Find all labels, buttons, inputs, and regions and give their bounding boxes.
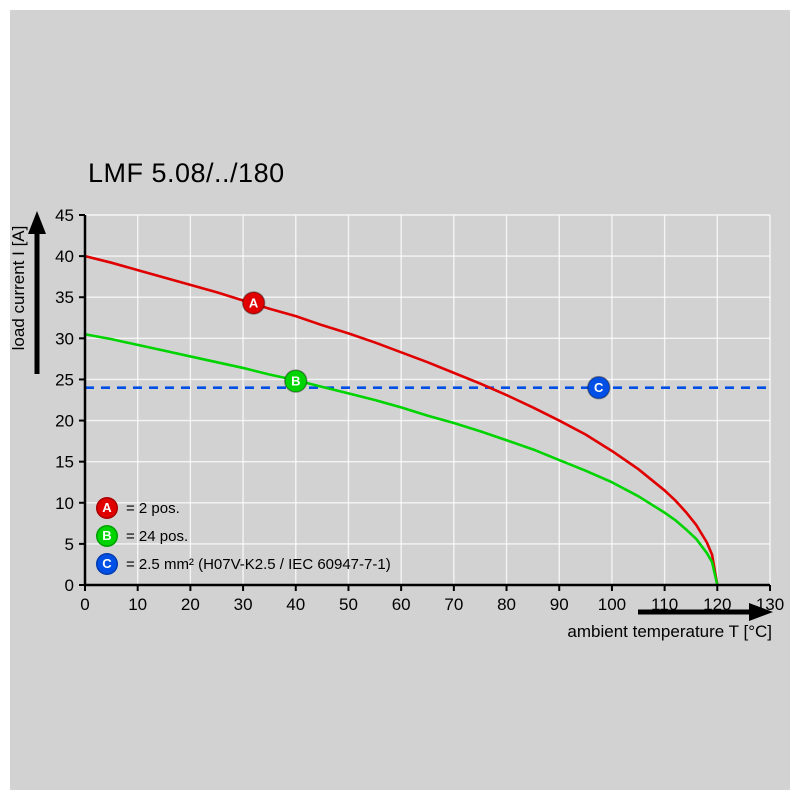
curve-A	[83, 254, 719, 587]
axis-layer: 0 10 20 30 40 50 60 70 80 90 100 110 120 130051015202…	[55, 206, 784, 614]
legend-item-c: C = 2.5 mm² (H07V-K2.5 / IEC 60947-7-1)	[96, 553, 391, 575]
x-tick-label: 100	[598, 595, 626, 614]
chart-title: LMF 5.08/../180	[88, 158, 285, 188]
y-tick-label: 35	[55, 288, 74, 307]
y-tick-label: 45	[55, 206, 74, 225]
x-tick-label: 30	[234, 595, 253, 614]
x-tick-label: 40	[286, 595, 305, 614]
x-tick-label: 0	[80, 595, 89, 614]
legend-label-c: = 2.5 mm² (H07V-K2.5 / IEC 60947-7-1)	[126, 555, 391, 573]
curve-B	[83, 332, 719, 587]
legend-label-a: = 2 pos.	[126, 499, 180, 517]
legend-label-b: = 24 pos.	[126, 527, 189, 545]
x-tick-label: 80	[497, 595, 516, 614]
legend-marker-c-icon: C	[96, 553, 118, 575]
marker-letter-C: C	[594, 380, 604, 395]
marker-letter-A: A	[249, 295, 259, 310]
y-tick-label: 25	[55, 370, 74, 389]
y-tick-label: 5	[65, 535, 74, 554]
x-axis-arrow-icon	[638, 603, 773, 621]
x-tick-label: 20	[181, 595, 200, 614]
marker-B	[284, 369, 308, 393]
y-tick-label: 40	[55, 247, 74, 266]
chart-legend: A = 2 pos. B = 24 pos. C = 2.5 mm² (H07V…	[96, 497, 391, 581]
series-layer	[83, 254, 770, 587]
legend-item-b: B = 24 pos.	[96, 525, 391, 547]
marker-A	[241, 291, 266, 315]
y-axis-arrow-icon	[28, 211, 46, 374]
legend-item-a: A = 2 pos.	[96, 497, 391, 519]
marker-letter-B: B	[291, 374, 300, 389]
x-tick-label: 90	[550, 595, 569, 614]
legend-marker-a-icon: A	[96, 497, 118, 519]
x-tick-label: 10	[128, 595, 147, 614]
x-tick-label: 60	[392, 595, 411, 614]
y-tick-label: 0	[65, 576, 74, 595]
marker-layer: A B C	[241, 291, 611, 400]
y-tick-label: 20	[55, 412, 74, 431]
x-tick-label: 120	[703, 595, 731, 614]
y-tick-label: 10	[55, 494, 74, 513]
x-axis-label: ambient temperature T [°C]	[567, 622, 772, 641]
y-tick-label: 15	[55, 453, 74, 472]
x-tick-label: 110	[651, 595, 678, 614]
x-tick-label: 70	[444, 595, 463, 614]
chart-panel	[10, 10, 790, 790]
legend-marker-b-icon: B	[96, 525, 118, 547]
x-tick-label: 50	[339, 595, 358, 614]
y-tick-label: 30	[55, 329, 74, 348]
marker-C	[587, 375, 611, 400]
